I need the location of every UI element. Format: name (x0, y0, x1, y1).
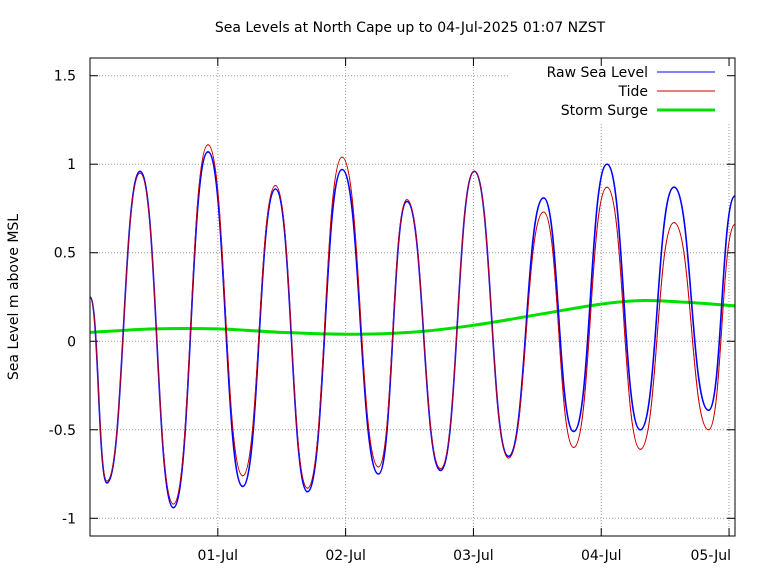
tide-line (89, 144, 736, 505)
x-tick-label: 02-Jul (325, 548, 366, 564)
legend-label: Tide (617, 84, 648, 100)
y-axis-label: Sea Level m above MSL (6, 214, 22, 380)
y-tick-label: 0.5 (54, 246, 76, 262)
x-tick-label: 01-Jul (198, 548, 239, 564)
y-tick-label: 1 (67, 157, 76, 173)
y-tick-label: 0 (67, 334, 76, 350)
x-tick-label: 03-Jul (453, 548, 494, 564)
legend-label: Storm Surge (561, 103, 648, 119)
x-tick-label: 05-Jul (691, 548, 732, 564)
axis-ticks: 1.5 1 0.5 0 -0.5 -1 01-Jul 02-Jul 03-Jul 04-Jul 05… (49, 58, 735, 564)
plot-frame (89, 57, 736, 537)
legend-label: Raw Sea Level (547, 65, 648, 81)
x-tick-label: 04-Jul (581, 548, 622, 564)
chart-title: Sea Levels at North Cape up to 04-Jul-20… (215, 20, 606, 36)
storm-surge-line (89, 298, 736, 336)
y-tick-label: 1.5 (54, 69, 76, 85)
grid-lines (90, 58, 735, 536)
tide-line-overlay (89, 144, 736, 505)
y-tick-label: -1 (62, 511, 76, 527)
y-tick-label: -0.5 (49, 423, 76, 439)
legend: Raw Sea Level Tide Storm Surge (547, 65, 715, 119)
plot-series (89, 144, 736, 509)
